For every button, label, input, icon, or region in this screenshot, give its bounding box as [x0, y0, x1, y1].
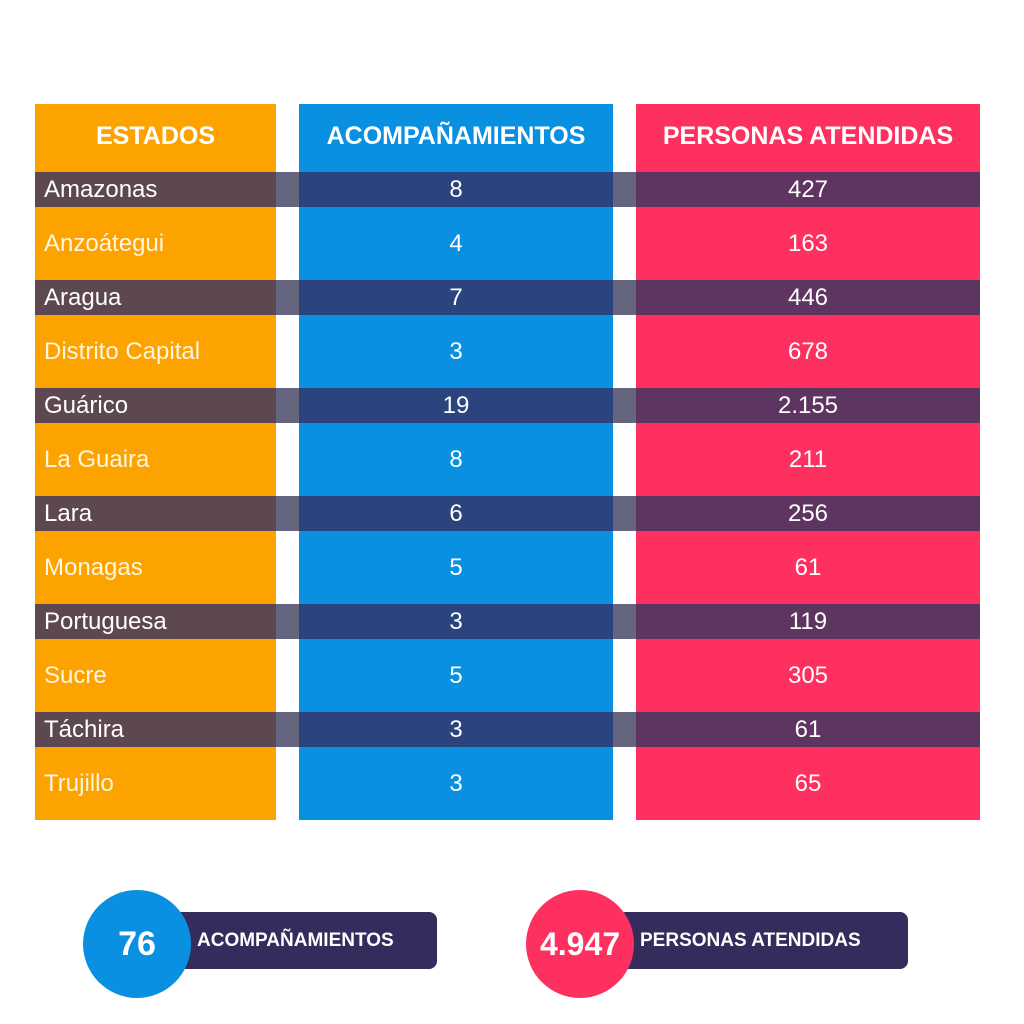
cell-personas: 119: [788, 608, 828, 635]
header-personas: PERSONAS ATENDIDAS: [662, 121, 954, 150]
cell-personas: 163: [787, 230, 829, 257]
total-personas-label: PERSONAS ATENDIDAS: [618, 912, 908, 969]
row-band: [35, 604, 980, 639]
cell-estado: Lara: [44, 500, 93, 527]
total-personas-value: 4.947: [526, 890, 634, 998]
cell-estado: Aragua: [44, 284, 122, 311]
total-acompanamientos-label: ACOMPAÑAMIENTOS: [173, 912, 437, 969]
total-acompanamientos-value: 76: [83, 890, 191, 998]
total-personas: PERSONAS ATENDIDAS 4.947: [526, 890, 916, 998]
cell-acompanamientos: 5: [449, 554, 463, 581]
cell-acompanamientos: 4: [449, 230, 463, 257]
cell-personas: 61: [794, 554, 822, 581]
cell-personas: 427: [787, 176, 829, 203]
row-band: [35, 172, 980, 207]
column-acompanamientos: ACOMPAÑAMIENTOS: [299, 104, 613, 820]
cell-estado: Amazonas: [44, 176, 158, 203]
cell-acompanamientos: 3: [449, 338, 463, 365]
column-estados: ESTADOS: [35, 104, 276, 820]
cell-estado: La Guaira: [44, 446, 150, 473]
cell-personas: 65: [794, 770, 822, 797]
row-band: [35, 496, 980, 531]
cell-acompanamientos: 7: [449, 284, 463, 311]
cell-acompanamientos: 3: [449, 608, 463, 635]
cell-acompanamientos: 8: [449, 446, 463, 473]
cell-estado: Distrito Capital: [44, 338, 201, 365]
cell-estado: Trujillo: [44, 770, 114, 797]
column-personas: PERSONAS ATENDIDAS: [636, 104, 980, 820]
cell-personas: 305: [787, 662, 829, 689]
cell-estado: Táchira: [44, 716, 125, 743]
cell-acompanamientos: 3: [449, 770, 463, 797]
cell-personas: 61: [794, 716, 822, 743]
row-band: [35, 712, 980, 747]
cell-estado: Sucre: [44, 662, 107, 689]
total-acompanamientos: ACOMPAÑAMIENTOS 76: [83, 890, 443, 998]
cell-estado: Portuguesa: [44, 608, 167, 635]
cell-acompanamientos: 5: [449, 662, 463, 689]
total-acompanamientos-label-text: ACOMPAÑAMIENTOS: [197, 929, 394, 951]
cell-personas: 256: [787, 500, 829, 527]
cell-personas: 678: [787, 338, 829, 365]
cell-estado: Monagas: [44, 554, 143, 581]
row-band: [35, 388, 980, 423]
cell-acompanamientos: 19: [442, 392, 470, 419]
header-acompanamientos: ACOMPAÑAMIENTOS: [326, 121, 586, 150]
cell-acompanamientos: 3: [449, 716, 463, 743]
cell-estado: Guárico: [44, 392, 129, 419]
cell-personas: 446: [787, 284, 829, 311]
cell-estado: Anzoátegui: [44, 230, 165, 257]
header-estados: ESTADOS: [96, 121, 215, 150]
cell-personas: 211: [788, 446, 828, 473]
cell-personas: 2.155: [777, 392, 839, 419]
cell-acompanamientos: 6: [449, 500, 463, 527]
cell-acompanamientos: 8: [449, 176, 463, 203]
row-band: [35, 280, 980, 315]
total-personas-label-text: PERSONAS ATENDIDAS: [640, 929, 861, 951]
